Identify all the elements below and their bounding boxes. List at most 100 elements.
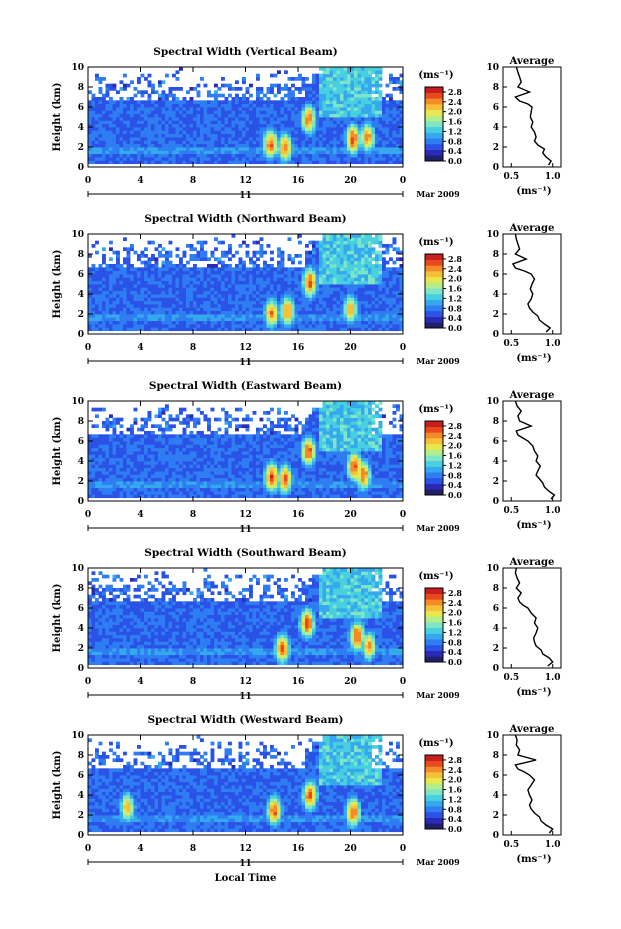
heatmap-cell bbox=[315, 133, 320, 138]
heatmap-cell bbox=[291, 107, 295, 111]
heatmap-cell bbox=[389, 280, 393, 285]
heatmap-cell bbox=[189, 120, 194, 125]
heatmap-cell bbox=[210, 320, 215, 325]
heatmap-cell bbox=[259, 130, 264, 135]
heatmap-cell bbox=[249, 130, 253, 135]
heatmap-cell bbox=[277, 307, 281, 312]
y-tick-label: 10 bbox=[71, 63, 84, 73]
heatmap-cell bbox=[214, 157, 218, 161]
colorbar-swatch bbox=[425, 305, 443, 312]
heatmap-cell bbox=[112, 324, 117, 328]
heatmap-cell bbox=[252, 127, 257, 131]
heatmap-cell bbox=[158, 160, 162, 165]
heatmap-cell bbox=[245, 113, 250, 118]
heatmap-cell bbox=[116, 454, 120, 459]
heatmap-cell bbox=[214, 123, 218, 128]
heatmap-cell bbox=[396, 280, 400, 285]
heatmap-cell bbox=[354, 257, 358, 262]
heatmap-cell bbox=[284, 147, 288, 151]
heatmap-cell bbox=[95, 441, 99, 445]
heatmap-cell bbox=[333, 100, 337, 105]
heatmap-cell bbox=[151, 491, 155, 495]
heatmap-cell bbox=[109, 464, 113, 469]
heatmap-cell bbox=[144, 444, 148, 449]
heatmap-cell bbox=[312, 247, 316, 252]
heatmap-cell bbox=[287, 133, 292, 138]
heatmap-cell bbox=[151, 290, 155, 295]
heatmap-cell bbox=[396, 277, 400, 282]
heatmap-cell bbox=[182, 310, 187, 315]
heatmap-cell bbox=[228, 87, 232, 91]
heatmap-cell bbox=[340, 113, 344, 118]
heatmap-cell bbox=[109, 147, 113, 151]
heatmap-cell bbox=[151, 264, 155, 268]
heatmap-cell bbox=[315, 127, 320, 131]
heatmap-cell bbox=[242, 127, 246, 131]
heatmap-cell bbox=[284, 327, 288, 332]
heatmap-cell bbox=[347, 110, 351, 115]
heatmap-cell bbox=[280, 130, 285, 135]
heatmap-cell bbox=[347, 304, 351, 308]
colorbar-swatch bbox=[425, 87, 443, 93]
heatmap-cell bbox=[294, 254, 299, 258]
heatmap-cell bbox=[343, 240, 348, 245]
heatmap-cell bbox=[123, 290, 127, 295]
heatmap-cell bbox=[361, 317, 365, 322]
heatmap-cell bbox=[165, 93, 169, 98]
heatmap-cell bbox=[357, 254, 362, 258]
heatmap-cell bbox=[221, 284, 225, 288]
heatmap-cell bbox=[217, 103, 222, 108]
heatmap-cell bbox=[109, 280, 113, 285]
heatmap-cell bbox=[105, 477, 110, 482]
heatmap-cell bbox=[287, 123, 292, 128]
heatmap-cell bbox=[140, 113, 145, 118]
heatmap-cell bbox=[263, 127, 267, 131]
heatmap-cell bbox=[130, 474, 134, 479]
heatmap-cell bbox=[371, 113, 376, 118]
heatmap-cell bbox=[95, 140, 99, 145]
heatmap-cell bbox=[231, 290, 236, 295]
heatmap-cell bbox=[200, 324, 204, 328]
heatmap-cell bbox=[172, 424, 176, 429]
heatmap-cell bbox=[126, 464, 131, 469]
heatmap-cell bbox=[175, 324, 180, 328]
heatmap-cell bbox=[228, 103, 232, 108]
heatmap-cell bbox=[399, 264, 404, 268]
heatmap-cell bbox=[399, 304, 404, 308]
heatmap-cell bbox=[347, 103, 351, 108]
heatmap-cell bbox=[294, 150, 299, 155]
heatmap-cell bbox=[105, 297, 110, 302]
heatmap-cell bbox=[228, 137, 232, 141]
heatmap-cell bbox=[200, 127, 204, 131]
heatmap-cell bbox=[235, 290, 239, 295]
heatmap-cell bbox=[119, 160, 124, 165]
heatmap-cell bbox=[347, 317, 351, 322]
heatmap-cell bbox=[126, 427, 131, 432]
heatmap-cell bbox=[102, 103, 106, 108]
heatmap-cell bbox=[168, 327, 173, 332]
heatmap-cell bbox=[214, 117, 218, 121]
heatmap-cell bbox=[368, 93, 372, 98]
heatmap-cell bbox=[312, 103, 316, 108]
heatmap-cell bbox=[214, 304, 218, 308]
heatmap-cell bbox=[91, 461, 96, 465]
heatmap-cell bbox=[207, 264, 211, 268]
heatmap-cell bbox=[245, 97, 250, 101]
heatmap-cell bbox=[354, 117, 358, 121]
heatmap-cell bbox=[315, 150, 320, 155]
heatmap-cell bbox=[210, 264, 215, 268]
heatmap-cell bbox=[88, 254, 92, 258]
heatmap-cell bbox=[154, 117, 159, 121]
heatmap-cell bbox=[242, 320, 246, 325]
heatmap-cell bbox=[154, 290, 159, 295]
heatmap-cell bbox=[207, 310, 211, 315]
heatmap-cell bbox=[298, 290, 302, 295]
heatmap-cell bbox=[245, 310, 250, 315]
heatmap-cell bbox=[196, 284, 201, 288]
heatmap-cell bbox=[130, 287, 134, 292]
colorbar-swatch bbox=[425, 259, 443, 266]
heatmap-cell bbox=[95, 457, 99, 462]
heatmap-cell bbox=[126, 297, 131, 302]
heatmap-cell bbox=[357, 117, 362, 121]
heatmap-cell bbox=[161, 140, 166, 145]
